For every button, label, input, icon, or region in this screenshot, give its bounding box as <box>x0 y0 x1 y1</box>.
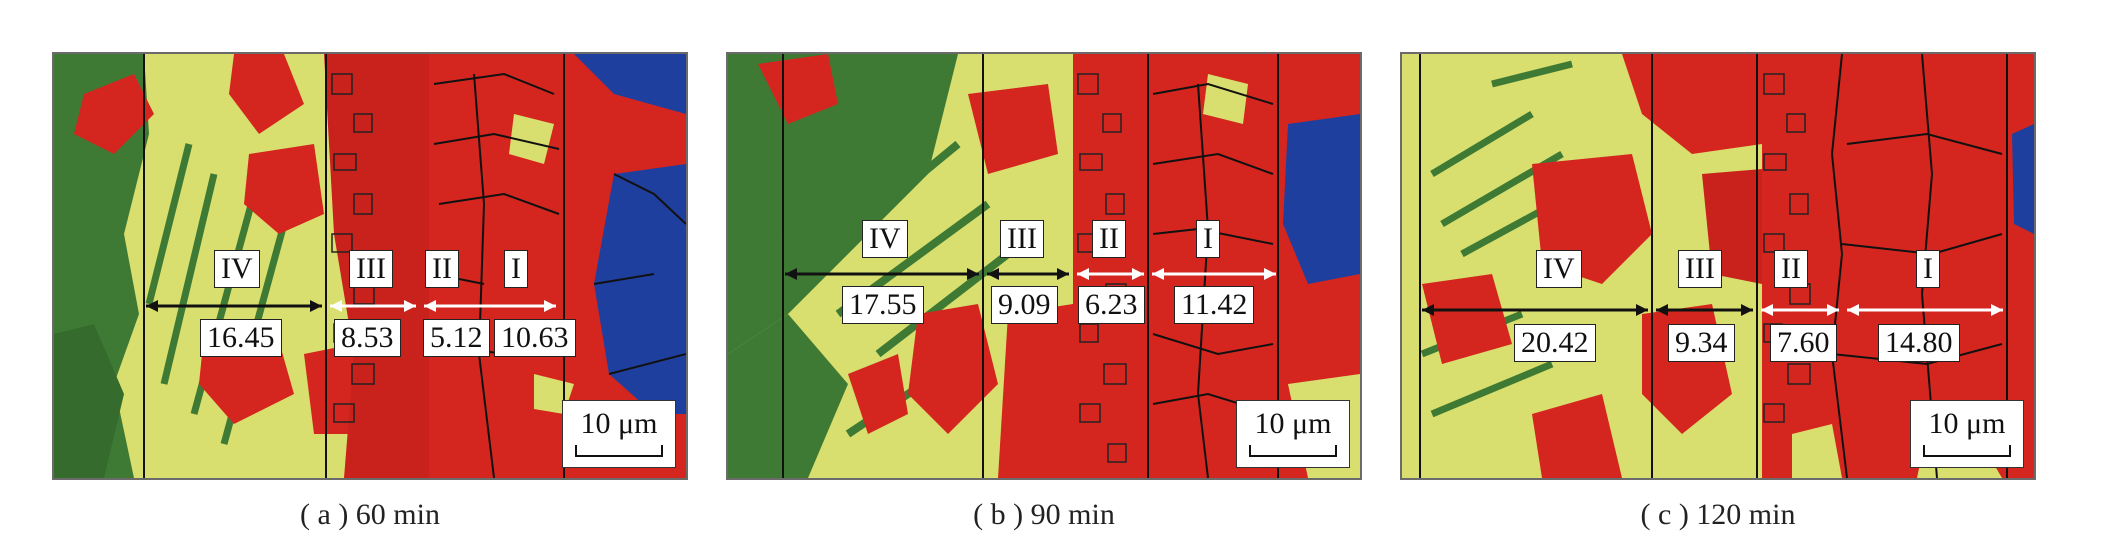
zone-iv-value: 20.42 <box>1514 324 1596 362</box>
zone-iv-value: 17.55 <box>842 286 924 324</box>
scale-bar-label: 10 μm <box>1928 407 2006 440</box>
micrograph-a: IV III II I 16.45 8.53 5.12 10.63 10 μm <box>52 52 688 480</box>
panel-caption: ( a ) 60 min <box>300 498 440 531</box>
panel-a: IV III II I 16.45 8.53 5.12 10.63 10 μm … <box>52 0 732 552</box>
zone-iv-label: IV <box>1536 250 1582 288</box>
scale-bar-label: 10 μm <box>1254 407 1332 440</box>
micrograph-b: IV III II I 17.55 9.09 6.23 11.42 10 μm <box>726 52 1362 480</box>
scale-bar-line <box>1249 445 1337 457</box>
zone-iii-value: 9.09 <box>991 286 1058 324</box>
scale-bar-line <box>575 445 663 457</box>
panel-b: IV III II I 17.55 9.09 6.23 11.42 10 μm … <box>726 0 1406 552</box>
panel-caption: ( b ) 90 min <box>973 498 1115 531</box>
zone-iii-value: 8.53 <box>334 319 401 357</box>
zone-ii-value: 6.23 <box>1078 286 1145 324</box>
zone-i-value: 10.63 <box>494 319 576 357</box>
scale-bar-label: 10 μm <box>580 407 658 440</box>
zone-i-value: 14.80 <box>1878 324 1960 362</box>
micrograph-a-image <box>54 54 686 478</box>
zone-iv-value: 16.45 <box>200 319 282 357</box>
micrograph-c: IV III II I 20.42 9.34 7.60 14.80 10 μm <box>1400 52 2036 480</box>
panel-c: IV III II I 20.42 9.34 7.60 14.80 10 μm … <box>1400 0 2080 552</box>
zone-i-label: I <box>1916 250 1940 288</box>
zone-ii-label: II <box>425 250 459 288</box>
zone-ii-value: 7.60 <box>1770 324 1837 362</box>
zone-i-value: 11.42 <box>1174 286 1255 324</box>
zone-iii-label: III <box>349 250 393 288</box>
zone-iii-value: 9.34 <box>1668 324 1735 362</box>
zone-iii-label: III <box>1000 220 1044 258</box>
zone-iv-label: IV <box>214 250 260 288</box>
scale-bar-line <box>1923 445 2011 457</box>
zone-iv-label: IV <box>862 220 908 258</box>
zone-ii-label: II <box>1774 250 1808 288</box>
zone-i-label: I <box>1196 220 1220 258</box>
scale-bar: 10 μm <box>1236 400 1350 468</box>
scale-bar: 10 μm <box>1910 400 2024 468</box>
zone-ii-value: 5.12 <box>423 319 490 357</box>
zone-iii-label: III <box>1678 250 1722 288</box>
zone-ii-label: II <box>1092 220 1126 258</box>
scale-bar: 10 μm <box>562 400 676 468</box>
panel-caption: ( c ) 120 min <box>1640 498 1796 531</box>
zone-i-label: I <box>504 250 528 288</box>
micrograph-c-image <box>1402 54 2034 478</box>
